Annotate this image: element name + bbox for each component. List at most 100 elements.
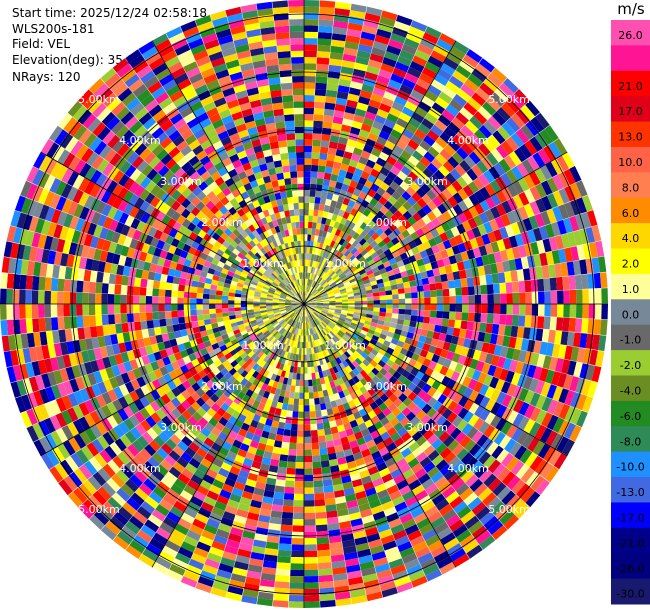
velocity-gate	[331, 386, 338, 395]
velocity-gate	[223, 263, 231, 271]
velocity-gate	[401, 106, 415, 118]
velocity-gate	[367, 59, 382, 69]
velocity-gate	[277, 326, 283, 333]
velocity-gate	[386, 171, 397, 181]
velocity-gate	[101, 293, 108, 304]
velocity-gate	[504, 325, 512, 337]
velocity-gate	[308, 296, 315, 301]
velocity-gate	[392, 26, 408, 38]
velocity-gate	[347, 213, 355, 222]
velocity-gate	[311, 448, 320, 456]
velocity-gate	[108, 324, 117, 335]
velocity-gate	[390, 284, 398, 290]
velocity-gate	[92, 122, 106, 137]
velocity-gate	[157, 221, 167, 233]
velocity-gate	[47, 222, 57, 237]
velocity-gate	[196, 314, 204, 321]
velocity-gate	[516, 220, 527, 234]
velocity-gate	[345, 331, 352, 338]
velocity-gate	[174, 351, 183, 361]
velocity-gate	[556, 436, 570, 453]
velocity-gate	[278, 349, 284, 357]
velocity-gate	[335, 333, 342, 340]
velocity-gate	[469, 238, 479, 249]
velocity-gate	[97, 486, 112, 501]
velocity-gate	[502, 260, 511, 272]
velocity-gate	[573, 230, 583, 246]
velocity-gate	[338, 339, 345, 347]
velocity-gate	[293, 307, 300, 312]
velocity-gate	[15, 396, 27, 413]
velocity-gate	[370, 93, 384, 103]
velocity-gate	[335, 309, 342, 312]
velocity-gate	[254, 348, 262, 356]
velocity-gate	[215, 265, 223, 273]
velocity-gate	[500, 172, 513, 187]
velocity-gate	[399, 512, 414, 524]
velocity-gate	[300, 360, 304, 368]
velocity-gate	[230, 527, 244, 537]
velocity-gate	[438, 266, 447, 275]
velocity-gate	[25, 289, 32, 304]
velocity-gate	[83, 326, 92, 339]
velocity-gate	[300, 373, 304, 380]
velocity-gate	[310, 171, 318, 178]
velocity-gate	[427, 323, 436, 332]
velocity-gate	[190, 496, 204, 508]
velocity-gate	[3, 351, 13, 368]
velocity-gate	[105, 366, 115, 379]
velocity-gate	[593, 319, 602, 335]
velocity-gate	[292, 531, 304, 539]
velocity-gate	[155, 504, 170, 517]
velocity-gate	[472, 349, 482, 361]
velocity-gate	[255, 394, 263, 403]
velocity-gate	[96, 325, 104, 337]
velocity-gate	[274, 339, 280, 347]
velocity-gate	[486, 496, 501, 511]
velocity-gate	[299, 341, 302, 349]
velocity-gate	[315, 297, 323, 301]
velocity-gate	[328, 206, 336, 214]
velocity-gate	[62, 354, 72, 368]
velocity-gate	[334, 155, 344, 164]
velocity-gate	[181, 335, 190, 344]
velocity-gate	[498, 435, 512, 449]
velocity-gate	[108, 219, 119, 232]
velocity-gate	[316, 302, 323, 304]
velocity-gate	[341, 225, 349, 233]
velocity-gate	[262, 496, 274, 505]
velocity-gate	[367, 307, 374, 312]
velocity-gate	[371, 392, 380, 402]
velocity-gate	[467, 286, 475, 296]
velocity-gate	[566, 261, 575, 276]
velocity-gate	[483, 455, 496, 469]
velocity-gate	[292, 298, 299, 302]
velocity-gate	[200, 383, 210, 393]
velocity-gate	[350, 208, 358, 217]
velocity-gate	[355, 380, 364, 389]
velocity-gate	[168, 370, 178, 380]
velocity-gate	[326, 83, 339, 92]
velocity-gate	[372, 477, 384, 488]
velocity-gate	[266, 333, 273, 340]
velocity-gate	[19, 319, 27, 334]
velocity-gate	[212, 412, 223, 422]
velocity-gate	[308, 308, 313, 314]
velocity-gate	[243, 484, 255, 494]
velocity-gate	[197, 320, 205, 327]
velocity-gate	[165, 252, 174, 261]
velocity-gate	[403, 319, 411, 327]
velocity-gate	[591, 334, 600, 351]
velocity-gate	[436, 304, 444, 312]
velocity-gate	[185, 347, 195, 356]
velocity-gate	[520, 338, 530, 352]
velocity-gate	[326, 516, 339, 525]
velocity-gate	[297, 430, 304, 437]
velocity-gate	[309, 354, 313, 361]
velocity-gate	[321, 336, 327, 344]
velocity-gate	[422, 256, 431, 265]
velocity-gate	[358, 43, 373, 54]
velocity-gate	[351, 240, 359, 248]
velocity-gate	[375, 341, 383, 349]
velocity-gate	[383, 421, 394, 432]
